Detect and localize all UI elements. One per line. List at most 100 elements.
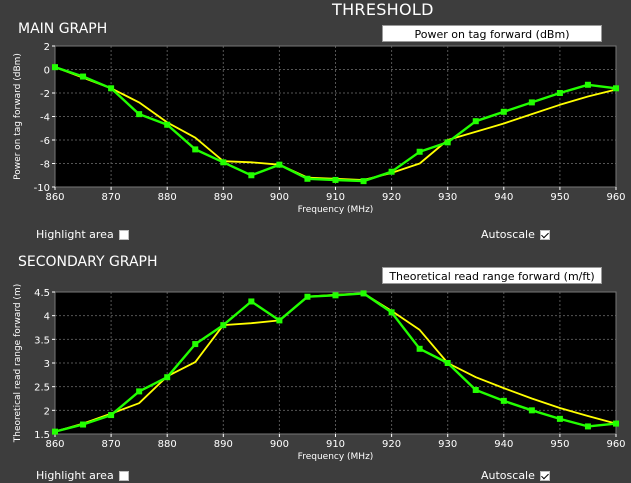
measured-data-point xyxy=(556,90,563,96)
measured-data-point xyxy=(136,388,143,395)
measured-data-point xyxy=(164,374,171,381)
measured-data-point xyxy=(416,148,423,155)
measured-data-point xyxy=(500,397,507,404)
measured-data-point xyxy=(444,360,451,366)
measured-data-point xyxy=(472,386,479,393)
main-autoscale-checkbox[interactable] xyxy=(539,229,550,240)
measured-data-point xyxy=(192,341,199,348)
x-axis-label: Frequency (MHz) xyxy=(298,205,374,215)
measured-data-point xyxy=(248,298,255,305)
y-tick-label: -6 xyxy=(40,136,50,147)
x-tick-label: 960 xyxy=(606,192,625,203)
secondary-graph-chart: 860 870 880 890 900 910 920 930 940 950 960 4.5 4 3.5… xyxy=(13,284,626,462)
main-graph-chart: 860 870 880 890 900 910 920 930 940 950 960 2 0 -2 -4 -… xyxy=(13,42,626,215)
x-tick-label: 870 xyxy=(102,192,121,203)
y-tick-label: 0 xyxy=(44,66,50,77)
x-tick-label: 890 xyxy=(214,439,233,450)
x-axis-label: Frequency (MHz) xyxy=(298,452,374,462)
y-tick-label: 3 xyxy=(44,359,50,370)
measured-data-point xyxy=(80,421,87,428)
measured-data-point xyxy=(556,415,563,422)
secondary-highlight-area-label: Highlight area xyxy=(36,469,114,482)
measured-data-point xyxy=(52,428,58,435)
x-tick-label: 940 xyxy=(494,192,513,203)
y-axis-label: Power on tag forward (dBm) xyxy=(13,53,23,180)
x-tick-label: 870 xyxy=(102,439,121,450)
measured-data-point xyxy=(220,322,227,329)
x-tick-label: 930 xyxy=(438,192,457,203)
measured-data-point xyxy=(220,159,227,166)
y-tick-label: 2.5 xyxy=(34,383,50,394)
x-tick-label: 950 xyxy=(550,192,569,203)
measured-data-point xyxy=(584,423,591,430)
measured-data-point xyxy=(332,176,339,183)
x-tick-label: 920 xyxy=(382,192,401,203)
y-tick-label: 4 xyxy=(44,312,50,323)
x-tick-label: 900 xyxy=(270,192,289,203)
secondary-autoscale-option[interactable]: Autoscale xyxy=(481,469,550,482)
measured-data-point xyxy=(360,290,367,297)
x-tick-label: 860 xyxy=(45,192,64,203)
y-tick-label: 3.5 xyxy=(34,335,50,346)
y-tick-label: -4 xyxy=(40,113,50,124)
x-tick-label: 920 xyxy=(382,439,401,450)
measured-data-point xyxy=(388,168,395,175)
main-autoscale-label: Autoscale xyxy=(481,228,535,241)
x-tick-label: 910 xyxy=(326,439,345,450)
secondary-graph-title: SECONDARY GRAPH xyxy=(18,254,158,270)
measured-data-point xyxy=(80,73,87,80)
measured-data-point xyxy=(416,345,423,352)
y-tick-label: 2 xyxy=(44,42,50,53)
x-tick-label: 930 xyxy=(438,439,457,450)
x-tick-label: 960 xyxy=(606,439,625,450)
y-tick-label: 4.5 xyxy=(34,288,50,299)
measured-data-point xyxy=(388,309,395,316)
measured-data-point xyxy=(613,85,619,92)
measured-data-point xyxy=(164,121,171,128)
y-tick-label: 2 xyxy=(44,406,50,417)
measured-data-point xyxy=(444,139,451,146)
main-autoscale-option[interactable]: Autoscale xyxy=(481,228,550,241)
measured-data-point xyxy=(276,161,283,168)
x-tick-label: 880 xyxy=(158,192,177,203)
measured-data-point xyxy=(500,108,507,115)
x-tick-label: 910 xyxy=(326,192,345,203)
main-graph-title: MAIN GRAPH xyxy=(18,21,108,37)
x-tick-label: 880 xyxy=(158,439,177,450)
measured-data-point xyxy=(108,85,115,92)
measured-data-point xyxy=(332,292,339,299)
measured-data-point xyxy=(248,172,255,179)
measured-data-point xyxy=(52,64,58,71)
x-tick-label: 950 xyxy=(550,439,569,450)
page-title: THRESHOLD xyxy=(332,0,434,19)
main-highlight-area-label: Highlight area xyxy=(36,228,114,241)
measured-data-point xyxy=(304,293,311,300)
y-tick-label: 1.5 xyxy=(34,430,50,441)
measured-data-point xyxy=(584,81,591,88)
x-tick-label: 900 xyxy=(270,439,289,450)
y-tick-label: -10 xyxy=(34,183,50,194)
secondary-graph-metric-dropdown[interactable]: Theoretical read range forward (m/ft) xyxy=(382,267,602,284)
measured-data-point xyxy=(108,412,115,419)
measured-data-point xyxy=(136,111,143,118)
measured-data-point xyxy=(276,317,283,324)
measured-data-point xyxy=(192,146,199,153)
main-graph-metric-dropdown[interactable]: Power on tag forward (dBm) xyxy=(382,25,602,42)
measured-data-point xyxy=(528,99,535,106)
y-axis-label: Theoretical read range forward (m) xyxy=(13,284,23,443)
y-tick-label: -2 xyxy=(40,89,50,100)
measured-data-point xyxy=(613,420,619,427)
measured-data-point xyxy=(304,175,311,182)
x-tick-label: 940 xyxy=(494,439,513,450)
x-tick-label: 860 xyxy=(45,439,64,450)
x-tick-label: 890 xyxy=(214,192,233,203)
secondary-autoscale-checkbox[interactable] xyxy=(539,470,550,481)
secondary-autoscale-label: Autoscale xyxy=(481,469,535,482)
measured-data-point xyxy=(472,118,479,125)
secondary-highlight-area-option[interactable]: Highlight area xyxy=(36,469,129,482)
measured-data-point xyxy=(528,407,535,414)
secondary-highlight-area-checkbox[interactable] xyxy=(118,470,129,481)
main-highlight-area-checkbox[interactable] xyxy=(118,229,129,240)
measured-data-point xyxy=(360,178,367,185)
main-highlight-area-option[interactable]: Highlight area xyxy=(36,228,129,241)
